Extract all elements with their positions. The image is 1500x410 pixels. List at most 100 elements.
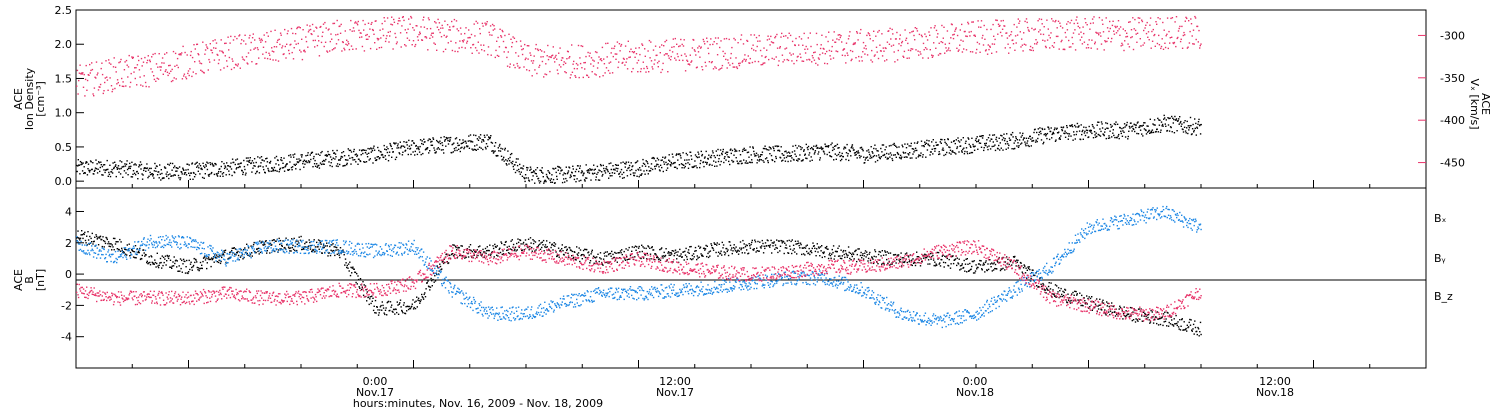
- density-series-point: [224, 165, 226, 167]
- vx-series-point: [149, 60, 151, 63]
- vx-series-point: [678, 45, 680, 48]
- density-series-point: [484, 146, 487, 149]
- density-series-point: [108, 173, 111, 176]
- vx-series-point: [365, 38, 368, 40]
- density-series-point: [957, 137, 959, 139]
- density-series-point: [396, 145, 399, 147]
- bx-series-point: [382, 304, 384, 307]
- bx-series-point: [692, 253, 695, 255]
- bx-series-point: [626, 255, 628, 258]
- vx-series-point: [257, 48, 259, 51]
- vx-series-point: [646, 65, 648, 68]
- bx-series-point: [135, 257, 137, 259]
- bx-series-point: [377, 309, 379, 311]
- density-series-point: [1001, 139, 1004, 141]
- density-series-point: [264, 172, 266, 174]
- vx-series-point: [967, 23, 970, 25]
- density-series-point: [897, 153, 900, 156]
- density-series-point: [1106, 127, 1108, 129]
- density-series-point: [144, 167, 146, 169]
- vx-series-point: [401, 25, 403, 27]
- bx-series-point: [618, 252, 620, 254]
- bx-series-point: [216, 261, 218, 263]
- bx-series-point: [804, 254, 806, 256]
- density-series-point: [513, 168, 515, 170]
- density-series-point: [723, 157, 726, 160]
- vx-series-point: [262, 46, 265, 48]
- density-series-point: [684, 159, 686, 161]
- bx-series-point: [591, 249, 593, 251]
- bx-series-point: [494, 245, 497, 248]
- vx-series-point: [133, 71, 135, 73]
- density-series-point: [890, 154, 893, 156]
- bx-series-point: [146, 260, 148, 262]
- vx-series-point: [832, 39, 834, 41]
- density-series-point: [824, 143, 826, 145]
- density-series-point: [165, 173, 167, 175]
- bx-series-point: [159, 262, 161, 264]
- bx-series-point: [244, 247, 246, 249]
- vx-series-point: [614, 53, 616, 55]
- density-series-point: [1015, 136, 1017, 138]
- density-series-point: [939, 153, 941, 155]
- density-series-point: [216, 175, 219, 177]
- vx-series-point: [1168, 30, 1170, 33]
- vx-series-point: [129, 86, 131, 88]
- vx-series-point: [339, 25, 341, 27]
- density-series-point: [979, 135, 981, 137]
- vx-series-point: [1139, 17, 1141, 19]
- density-series-point: [1034, 141, 1037, 143]
- density-series-point: [700, 150, 702, 153]
- vx-series-point: [286, 43, 288, 45]
- vx-series-point: [776, 47, 779, 49]
- bx-series-point: [122, 251, 125, 253]
- vx-series-point: [587, 51, 589, 54]
- vx-series-point: [211, 52, 214, 54]
- density-series-point: [478, 146, 481, 148]
- vx-series-point: [695, 54, 697, 56]
- vx-series-point: [628, 56, 630, 59]
- vx-series-point: [861, 60, 863, 62]
- vx-series-point: [716, 43, 718, 45]
- vx-series-point: [303, 49, 306, 51]
- vx-series-point: [548, 56, 550, 58]
- bx-series-point: [453, 244, 455, 246]
- density-series-point: [416, 153, 419, 156]
- vx-series-point: [89, 72, 91, 74]
- density-series-point: [1022, 132, 1024, 135]
- density-series-point: [235, 168, 237, 170]
- bx-series-point: [392, 311, 394, 313]
- vx-series-point: [806, 59, 808, 61]
- density-series-point: [205, 163, 207, 166]
- bx-series-point: [675, 251, 677, 253]
- density-series-point: [877, 150, 879, 152]
- vx-series-point: [699, 56, 701, 58]
- bx-series-point: [555, 251, 557, 253]
- vx-series-point: [1119, 34, 1121, 36]
- bx-series-point: [819, 255, 821, 257]
- vx-series-point: [95, 77, 97, 79]
- vx-series-point: [612, 55, 614, 58]
- density-series-point: [168, 164, 171, 166]
- bx-series-point: [539, 243, 541, 245]
- vx-series-point: [182, 45, 184, 48]
- vx-series-point: [377, 39, 379, 41]
- density-series-point: [1030, 145, 1032, 147]
- bx-series-point: [485, 252, 487, 255]
- density-series-point: [364, 161, 366, 163]
- vx-series-point: [1029, 45, 1032, 48]
- density-series-point: [726, 153, 728, 156]
- vx-series-point: [884, 60, 886, 62]
- density-series-point: [512, 165, 514, 168]
- vx-series-point: [730, 52, 732, 55]
- bx-series-point: [715, 251, 717, 254]
- vx-series-point: [509, 66, 511, 68]
- vx-series-point: [1164, 42, 1166, 44]
- density-series-point: [541, 171, 543, 173]
- density-series-point: [119, 173, 122, 175]
- density-series-point: [868, 151, 870, 153]
- density-series-point: [485, 143, 488, 145]
- density-series-point: [1120, 132, 1122, 135]
- density-series-point: [1159, 119, 1161, 121]
- vx-series-point: [1016, 34, 1019, 36]
